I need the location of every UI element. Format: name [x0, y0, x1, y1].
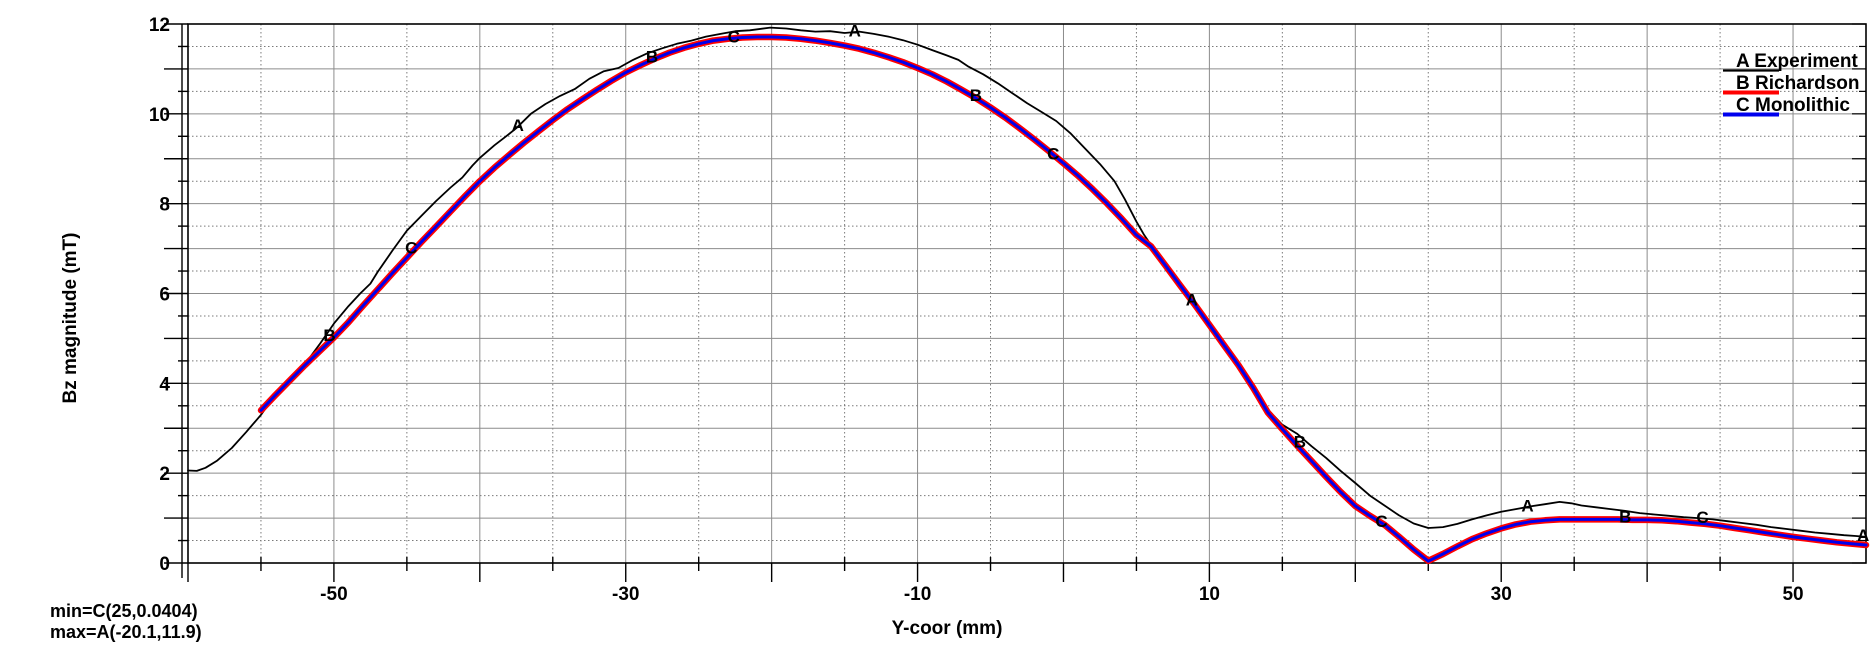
grid: [188, 24, 1866, 563]
curve-letter-a: A: [849, 21, 861, 40]
y-tick-label: 12: [149, 15, 170, 36]
series-line-a-experiment: [187, 26, 1867, 538]
x-tick-label: -30: [612, 584, 639, 605]
curve-letter-b: B: [1294, 433, 1306, 452]
curve-letter-b: B: [646, 47, 658, 66]
series-line-c-monolithic: [259, 35, 1868, 563]
y-tick-label: 2: [159, 464, 170, 485]
curve-letter-c: C: [1375, 512, 1387, 531]
curve-letter-a: A: [1857, 526, 1869, 545]
curve-letter-c: C: [405, 239, 417, 258]
x-tick-label: -10: [904, 584, 931, 605]
x-tick-label: 50: [1782, 584, 1803, 605]
curve-letter-a: A: [1186, 290, 1198, 309]
curve-letter-a: A: [1521, 497, 1533, 516]
curve-letter-b: B: [323, 326, 335, 345]
series-curves: [187, 26, 1870, 565]
y-tick-label: 8: [159, 195, 170, 216]
legend-entry-experiment: A Experiment: [1736, 51, 1858, 72]
curve-letter-a: A: [512, 116, 524, 135]
y-tick-label: 4: [159, 374, 170, 395]
curve-letter-c: C: [1047, 144, 1059, 163]
y-tick-label: 0: [159, 554, 170, 575]
min-annotation: min=C(25,0.0404): [50, 601, 198, 621]
y-tick-label: 6: [159, 285, 170, 306]
curve-letter-c: C: [728, 28, 740, 47]
max-annotation: max=A(-20.1,11.9): [50, 622, 202, 642]
curve-letter-b: B: [1619, 507, 1631, 526]
axes: -50 -30 -10 10 30 50 0 2 4 6 8 10 12: [149, 15, 1867, 605]
curve-letter-b: B: [970, 86, 982, 105]
legend-entry-richardson: B Richardson: [1736, 73, 1860, 94]
x-tick-label: 30: [1491, 584, 1512, 605]
x-tick-label: 10: [1199, 584, 1220, 605]
x-axis-title: Y-coor (mm): [892, 618, 1003, 639]
legend-entry-monolithic: C Monolithic: [1736, 95, 1850, 116]
min-max-annotation: min=C(25,0.0404) max=A(-20.1,11.9): [50, 601, 202, 643]
curve-letter-markers: A A A A A B B B B B C C C C C: [323, 21, 1869, 545]
x-tick-label: -50: [320, 584, 347, 605]
y-axis-title: Bz magnitude (mT): [60, 233, 81, 404]
curve-letter-c: C: [1696, 508, 1708, 527]
y-tick-label: 10: [149, 105, 170, 126]
